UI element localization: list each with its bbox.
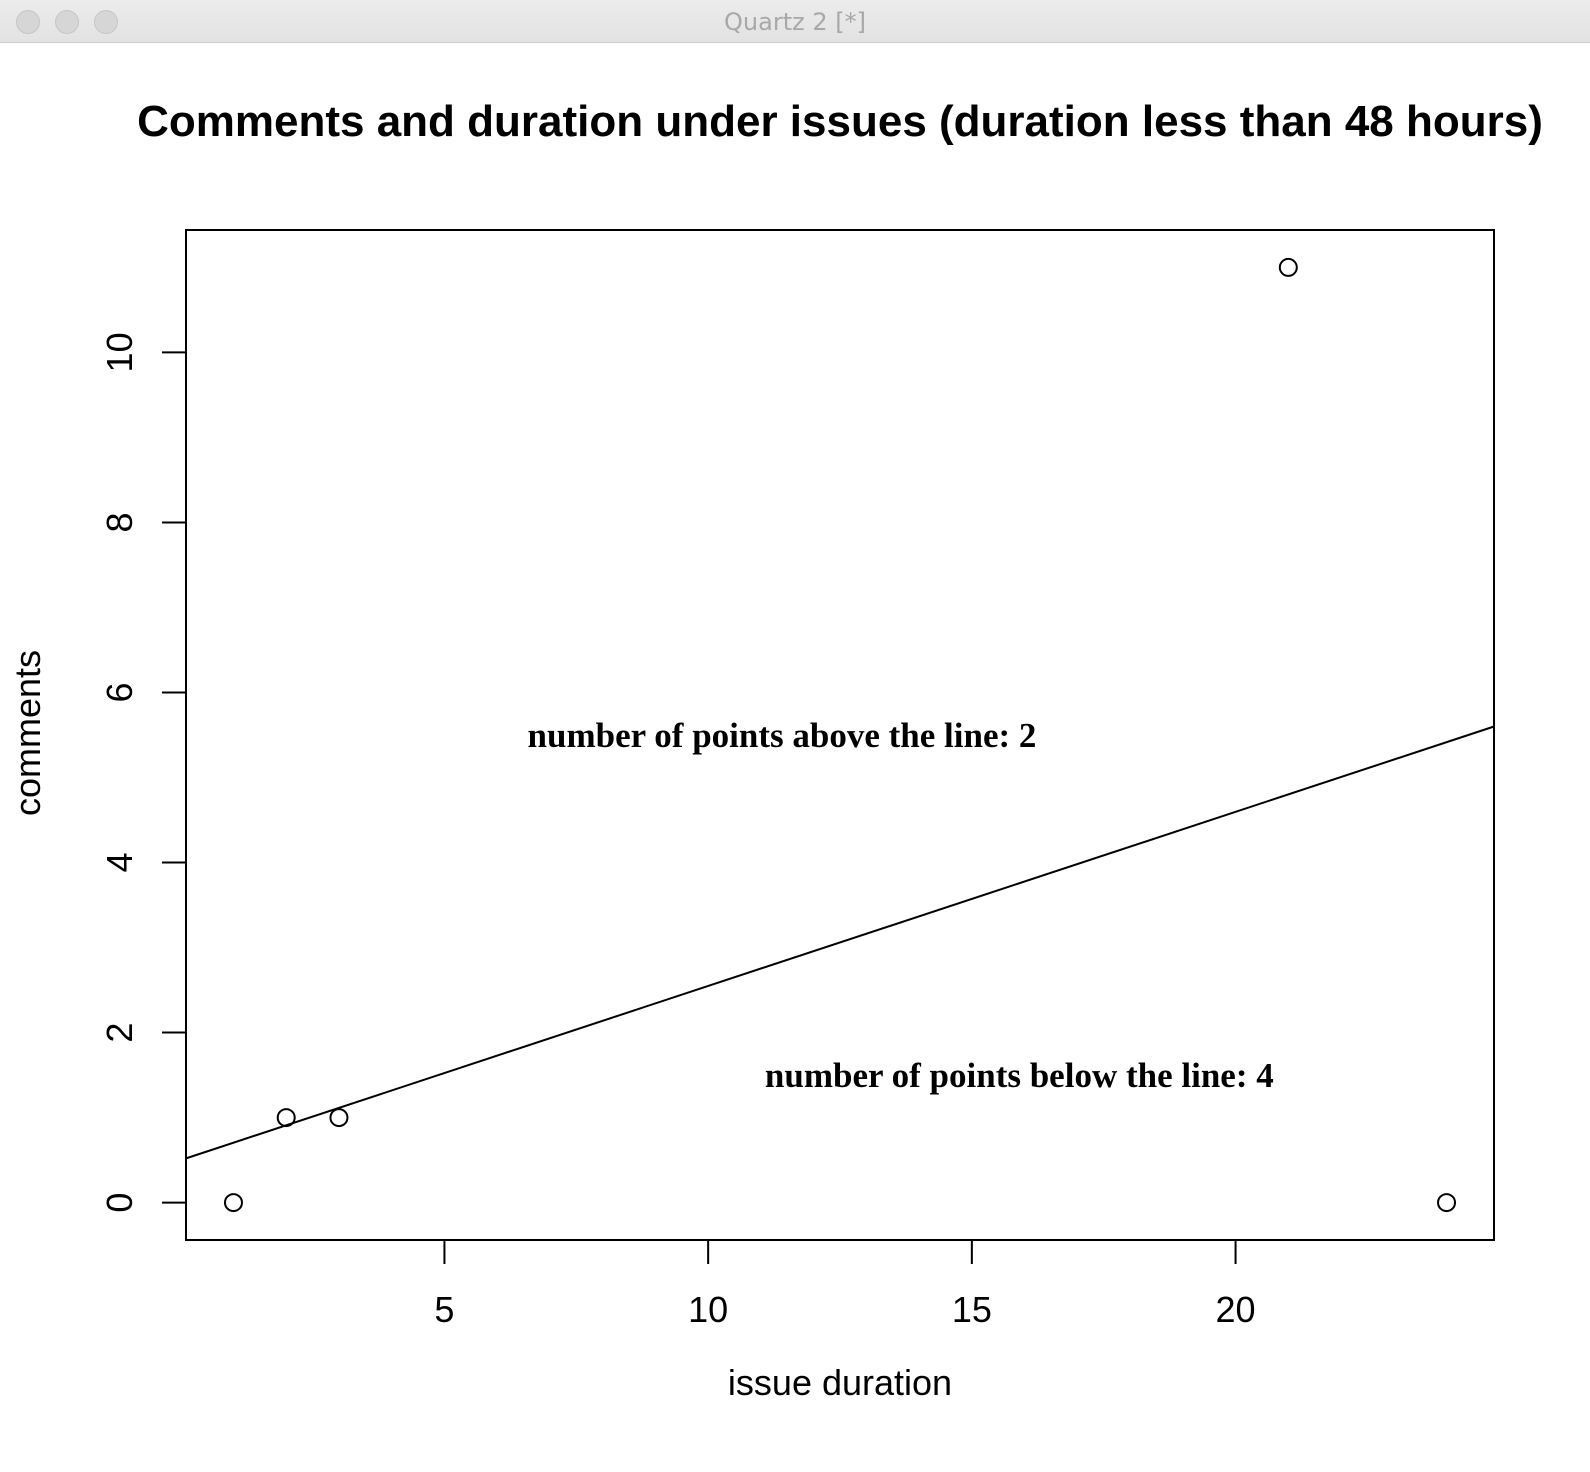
chart-title: Comments and duration under issues (dura… xyxy=(137,97,1543,146)
zoom-window-button[interactable] xyxy=(94,10,118,34)
close-window-button[interactable] xyxy=(16,10,40,34)
x-tick-label: 5 xyxy=(434,1289,454,1330)
data-point xyxy=(276,1108,296,1128)
annotation-label: number of points below the line: 4 xyxy=(765,1056,1274,1095)
data-point xyxy=(1278,257,1298,277)
regression-line-group xyxy=(185,725,1495,1160)
y-tick-label: 8 xyxy=(99,512,140,532)
minimize-window-button[interactable] xyxy=(55,10,79,34)
data-point xyxy=(223,1193,243,1213)
plot-canvas xyxy=(0,43,1590,1472)
y-tick-label: 10 xyxy=(99,332,140,372)
annotations: number of points above the line: 2 number… xyxy=(528,716,1274,1095)
y-axis: 0 2 4 6 8 10 xyxy=(99,332,187,1213)
x-tick-label: 10 xyxy=(688,1289,728,1330)
x-tick-label: 15 xyxy=(952,1289,992,1330)
window-titlebar: Quartz 2 [*] xyxy=(0,0,1590,43)
x-axis: 5 10 15 20 xyxy=(434,1239,1256,1330)
annotation-label: number of points above the line: 2 xyxy=(528,716,1037,755)
data-point xyxy=(1437,1193,1457,1213)
data-points xyxy=(223,257,1457,1213)
data-point xyxy=(329,1108,349,1128)
y-tick-label: 6 xyxy=(99,682,140,702)
y-tick-label: 2 xyxy=(99,1023,140,1043)
regression-line xyxy=(185,725,1495,1160)
window-title: Quartz 2 [*] xyxy=(724,8,866,36)
x-tick-label: 20 xyxy=(1216,1289,1256,1330)
y-axis-label: comments xyxy=(7,650,48,816)
scatter-chart: Comments and duration under issues (dura… xyxy=(7,97,1543,1403)
y-tick-label: 4 xyxy=(99,853,140,873)
x-axis-label: issue duration xyxy=(728,1362,952,1403)
y-tick-label: 0 xyxy=(99,1193,140,1213)
